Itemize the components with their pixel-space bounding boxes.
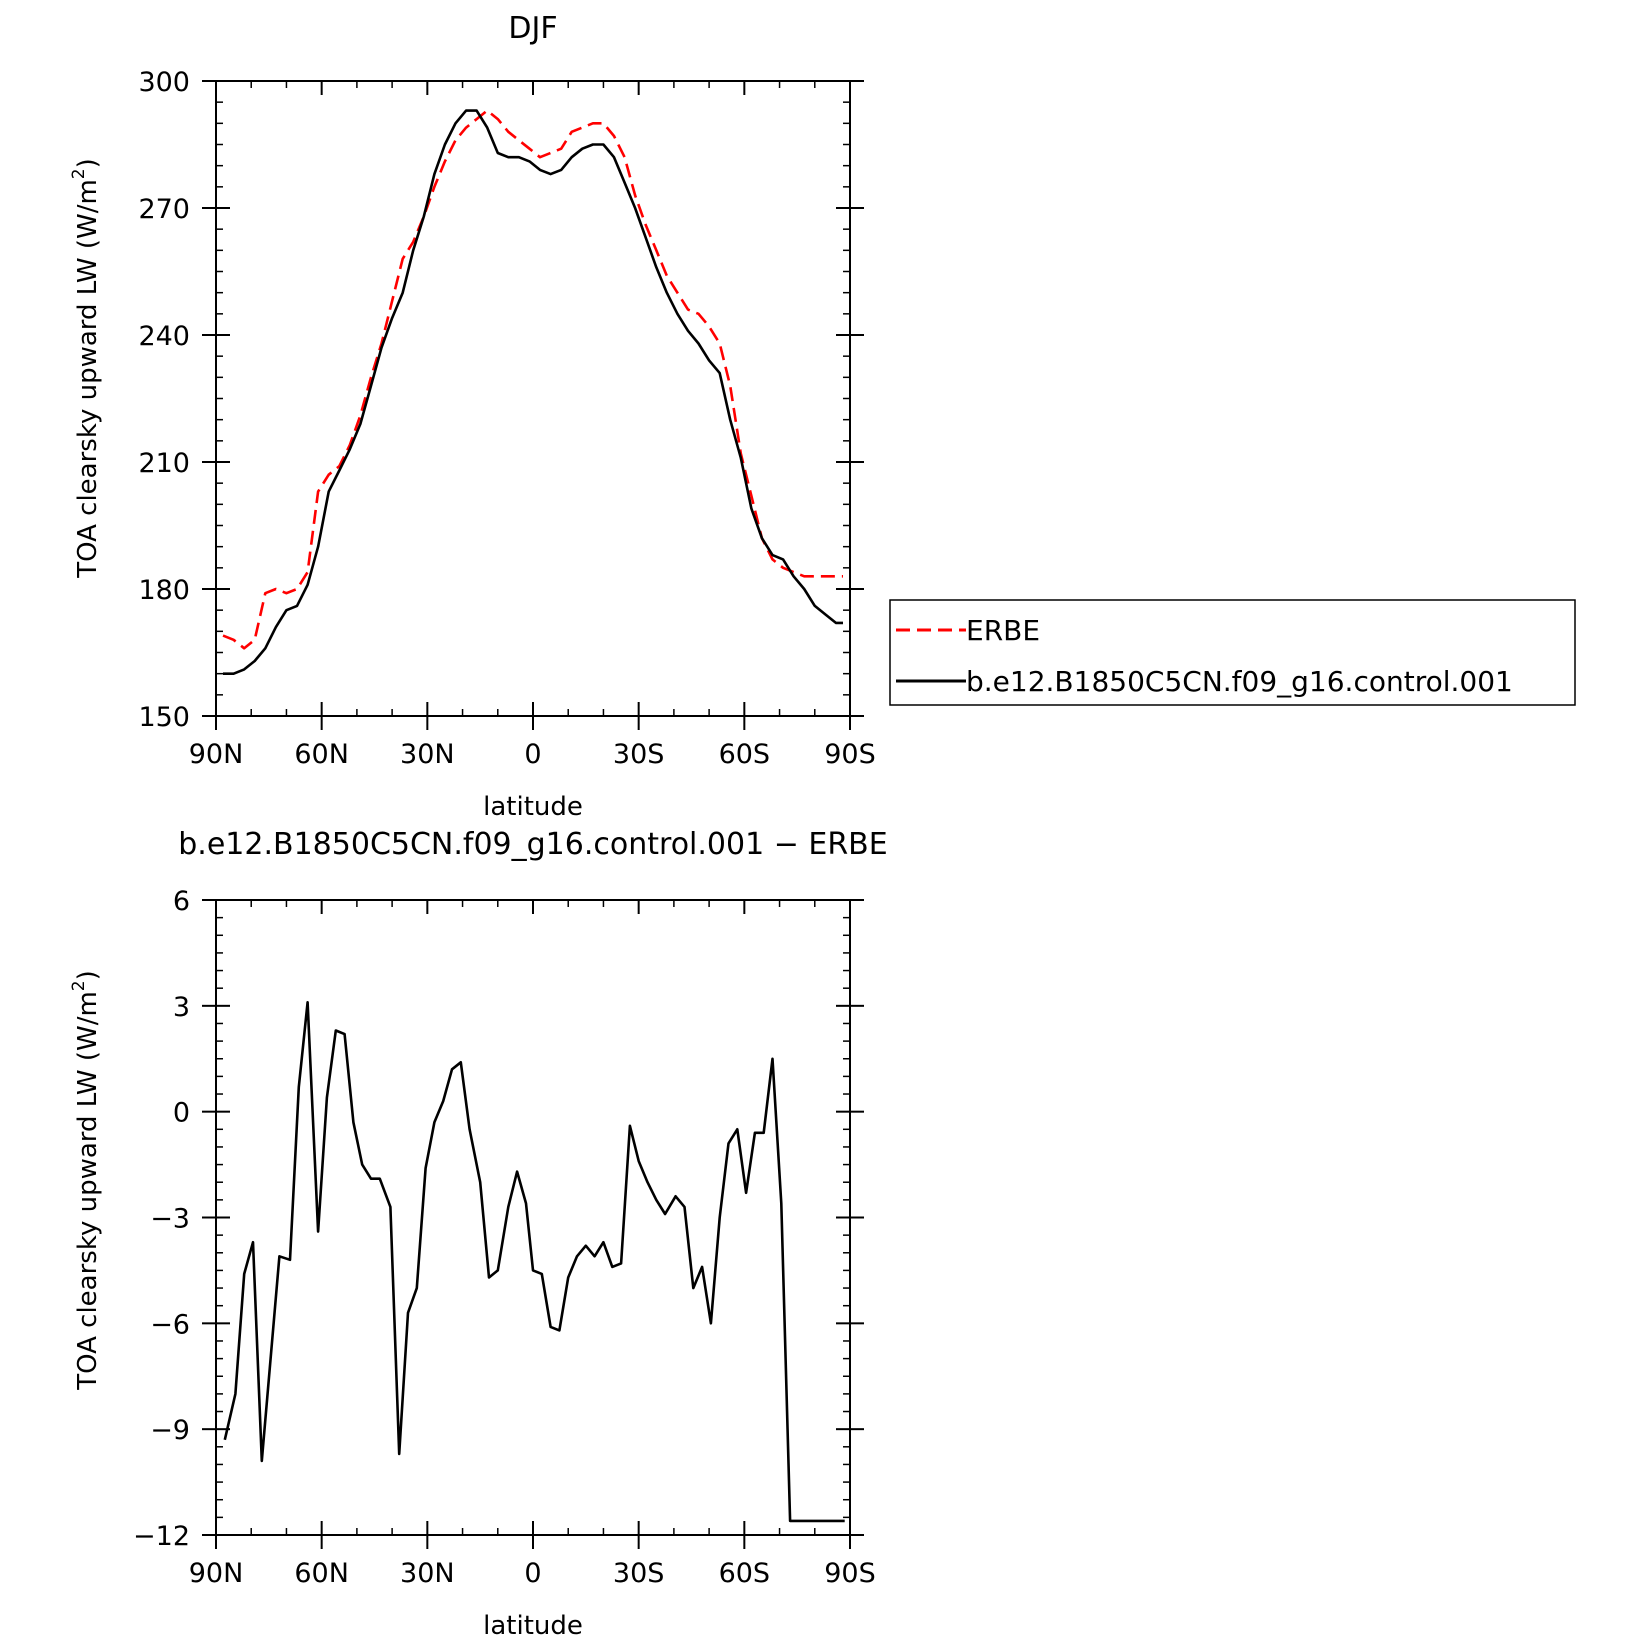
legend-box <box>889 599 1576 706</box>
y-tick-label: 180 <box>138 575 190 606</box>
y-tick-label: 0 <box>173 1098 190 1129</box>
y-tick-label: 240 <box>138 321 190 352</box>
axis-ticks: 90N 60N 30N 0 30S 60S 90S −12 −9 −6 −3 0 3 6 <box>133 886 876 1589</box>
y-tick-label: −9 <box>150 1415 190 1446</box>
y-tick-label: 150 <box>138 702 190 733</box>
y-tick-label: −6 <box>150 1309 190 1340</box>
plot-series <box>222 109 843 676</box>
y-tick-label: −12 <box>133 1521 190 1552</box>
x-tick-label: 30S <box>613 1558 665 1589</box>
x-axis-label: latitude <box>483 1611 583 1641</box>
x-tick-label: 90S <box>824 1558 876 1589</box>
y-tick-label: 270 <box>138 194 190 225</box>
x-tick-label: 60S <box>719 1558 771 1589</box>
y-tick-label: 210 <box>138 448 190 479</box>
plot-series <box>223 1000 845 1523</box>
y-tick-label: 6 <box>173 886 190 917</box>
x-tick-label: 60N <box>294 739 349 770</box>
axis-ticks: 90N 60N 30N 0 30S 60S 90S 150 180 210 240 270 300 <box>138 67 875 770</box>
x-tick-label: 90S <box>824 739 876 770</box>
series-line-1 <box>223 109 843 676</box>
x-tick-label: 90N <box>189 739 244 770</box>
x-tick-label: 30S <box>613 739 665 770</box>
y-axis-label: TOA clearsky upward LW (W/m2) <box>69 158 103 579</box>
difference-panel: b.e12.B1850C5CN.f09_g16.control.001 − ER… <box>69 827 888 1641</box>
y-tick-label: 300 <box>138 67 190 98</box>
y-axis-label: TOA clearsky upward LW (W/m2) <box>69 970 103 1391</box>
x-tick-label: 90N <box>189 1558 244 1589</box>
legend-model-label: b.e12.B1850C5CN.f09_g16.control.001 <box>966 665 1513 698</box>
x-axis-label: latitude <box>483 792 583 822</box>
x-tick-label: 60S <box>719 739 771 770</box>
legend-erbe-label: ERBE <box>966 614 1040 647</box>
panel-title: DJF <box>508 11 557 46</box>
x-tick-label: 30N <box>400 739 455 770</box>
panel-title: b.e12.B1850C5CN.f09_g16.control.001 − ER… <box>178 827 887 862</box>
y-tick-label: 3 <box>173 992 190 1023</box>
djf-panel: DJF TOA clearsky upward LW (W/m2) latitu… <box>69 11 876 822</box>
x-tick-label: 30N <box>400 1558 455 1589</box>
series-line-0 <box>222 109 843 650</box>
plot-frame <box>215 899 851 1536</box>
y-tick-label: −3 <box>150 1204 190 1235</box>
x-tick-label: 0 <box>524 1558 541 1589</box>
x-tick-label: 60N <box>294 1558 349 1589</box>
legend: ERBE b.e12.B1850C5CN.f09_g16.control.001 <box>889 599 1576 706</box>
plot-frame <box>215 80 851 717</box>
x-tick-label: 0 <box>524 739 541 770</box>
series-line-0 <box>223 1000 845 1523</box>
